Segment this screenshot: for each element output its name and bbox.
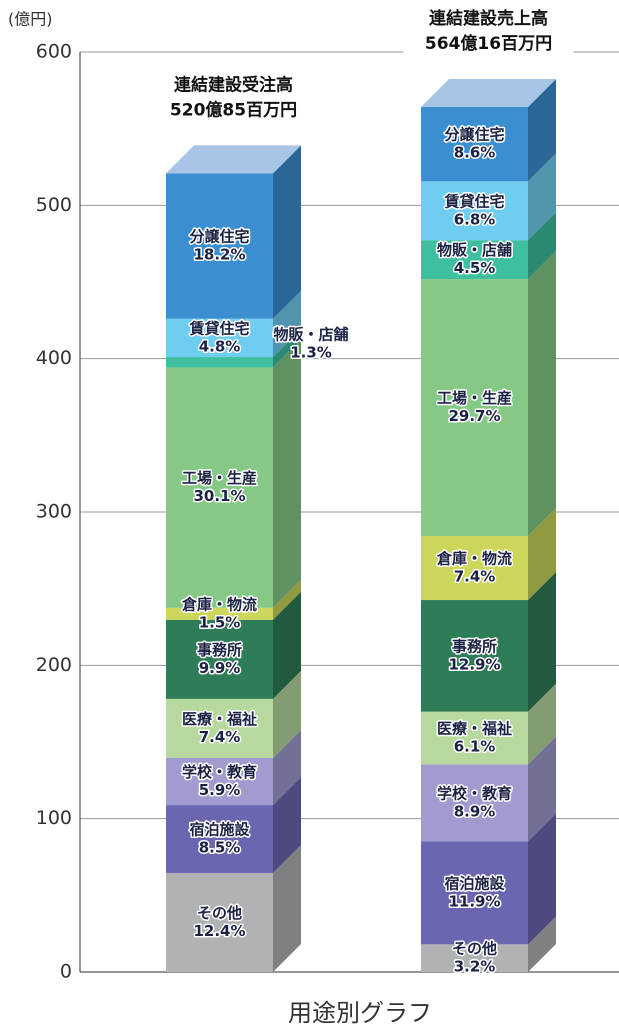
bar-segment (166, 318, 273, 358)
segment-label: 分譲住宅 (444, 126, 504, 144)
bar-segment (421, 279, 528, 537)
label-bg (403, 6, 574, 59)
segment-value: 4.8% (199, 337, 241, 355)
segment-value: 5.9% (199, 781, 241, 799)
bar-segment-side (528, 212, 556, 280)
segment-label: 宿泊施設 (444, 874, 505, 892)
bar-segment (421, 944, 528, 972)
bar-segment-side (528, 572, 556, 712)
bar-segment-side (528, 153, 556, 241)
bar-segment (166, 805, 273, 873)
segment-value: 8.6% (454, 144, 496, 162)
y-tick-label: 600 (36, 41, 72, 63)
bar-segment (421, 841, 528, 945)
total-label: 520億85百万円 (170, 99, 297, 120)
segment-label: 学校・教育 (437, 784, 512, 802)
segment-label: 医療・福祉 (182, 710, 257, 728)
bar-segment (166, 357, 273, 368)
bar-segment-side (528, 683, 556, 765)
y-tick-label: 100 (36, 807, 72, 829)
segment-value: 18.2% (193, 246, 245, 264)
bar-segment-side (273, 729, 301, 806)
segment-label: 事務所 (197, 641, 242, 659)
segment-value: 3.2% (454, 958, 496, 976)
bar-segment (421, 764, 528, 842)
segment-label: その他 (452, 940, 497, 958)
y-tick-label: 200 (36, 654, 72, 676)
segment-value: 8.9% (454, 802, 496, 820)
bar-segment (166, 619, 273, 699)
bar-segment (421, 711, 528, 765)
segment-label: 分譲住宅 (189, 228, 249, 246)
segment-value: 29.7% (448, 407, 500, 425)
bar-segment (421, 240, 528, 280)
segment-label: 工場・生産 (437, 389, 512, 407)
segment-label: 倉庫・物流 (436, 550, 512, 568)
segment-value: 9.9% (199, 659, 241, 677)
bar-segment-side (273, 777, 301, 873)
label-bg (148, 73, 319, 126)
total-title: 連結建設受注高 (174, 74, 293, 95)
bar-segment-side (273, 290, 301, 358)
y-tick-label: 500 (36, 194, 72, 216)
bar-segment-side (528, 916, 556, 972)
segment-value: 8.5% (199, 839, 241, 857)
bar-segment (166, 607, 273, 620)
y-tick-label: 400 (36, 347, 72, 369)
bar-top (421, 78, 556, 107)
bar-segment-side (528, 736, 556, 842)
segment-value: 1.3% (290, 344, 332, 362)
segment-label: 医療・福祉 (437, 720, 512, 738)
bar-segment-side (528, 508, 556, 601)
bar-segment-side (273, 579, 301, 620)
y-tick-label: 0 (60, 961, 72, 983)
segment-label: 賃貸住宅 (188, 319, 249, 337)
segment-label: 学校・教育 (182, 763, 257, 781)
bar-segment-side (528, 251, 556, 537)
bar-segment (421, 106, 528, 182)
segment-label: 賃貸住宅 (443, 192, 504, 210)
bar-segment (421, 536, 528, 601)
bar-segment-side (528, 78, 556, 182)
segment-value: 1.5% (199, 613, 241, 631)
bar-segment (166, 872, 273, 972)
segment-value: 7.4% (199, 728, 241, 746)
bar-top (166, 145, 301, 174)
bar-segment-side (273, 339, 301, 608)
segment-label: 物販・店舗 (273, 326, 348, 344)
bar-segment (166, 698, 273, 758)
bar-segment-side (273, 670, 301, 758)
segment-value: 12.9% (448, 655, 500, 673)
segment-value: 7.4% (454, 568, 496, 586)
bar-segment-side (273, 844, 301, 972)
caption: 用途別グラフ (288, 999, 432, 1027)
bar-segment (166, 367, 273, 608)
segment-label: 事務所 (452, 637, 497, 655)
segment-value: 11.9% (448, 892, 500, 910)
bar-segment (421, 600, 528, 712)
bar-segment-side (528, 813, 556, 945)
segment-label: その他 (197, 904, 242, 922)
bar-segment-side (273, 145, 301, 319)
segment-value: 6.1% (454, 738, 496, 756)
segment-label: 工場・生産 (182, 469, 257, 487)
segment-value: 6.8% (454, 210, 496, 228)
bar-segment-side (273, 591, 301, 699)
segment-label: 物販・店舗 (437, 241, 512, 259)
segment-label: 倉庫・物流 (181, 595, 257, 613)
segment-value: 12.4% (193, 922, 245, 940)
segment-value: 30.1% (193, 487, 245, 505)
segment-label: 宿泊施設 (189, 821, 250, 839)
segment-value: 4.5% (454, 259, 496, 277)
total-title: 連結建設売上高 (429, 8, 548, 29)
bar-segment (421, 181, 528, 241)
bar-segment (166, 173, 273, 319)
bar-segment (166, 757, 273, 806)
total-label: 564億16百万円 (425, 33, 552, 54)
y-tick-label: 300 (36, 501, 72, 523)
y-axis-label: (億円) (8, 10, 53, 29)
bar-segment-side (273, 329, 301, 368)
